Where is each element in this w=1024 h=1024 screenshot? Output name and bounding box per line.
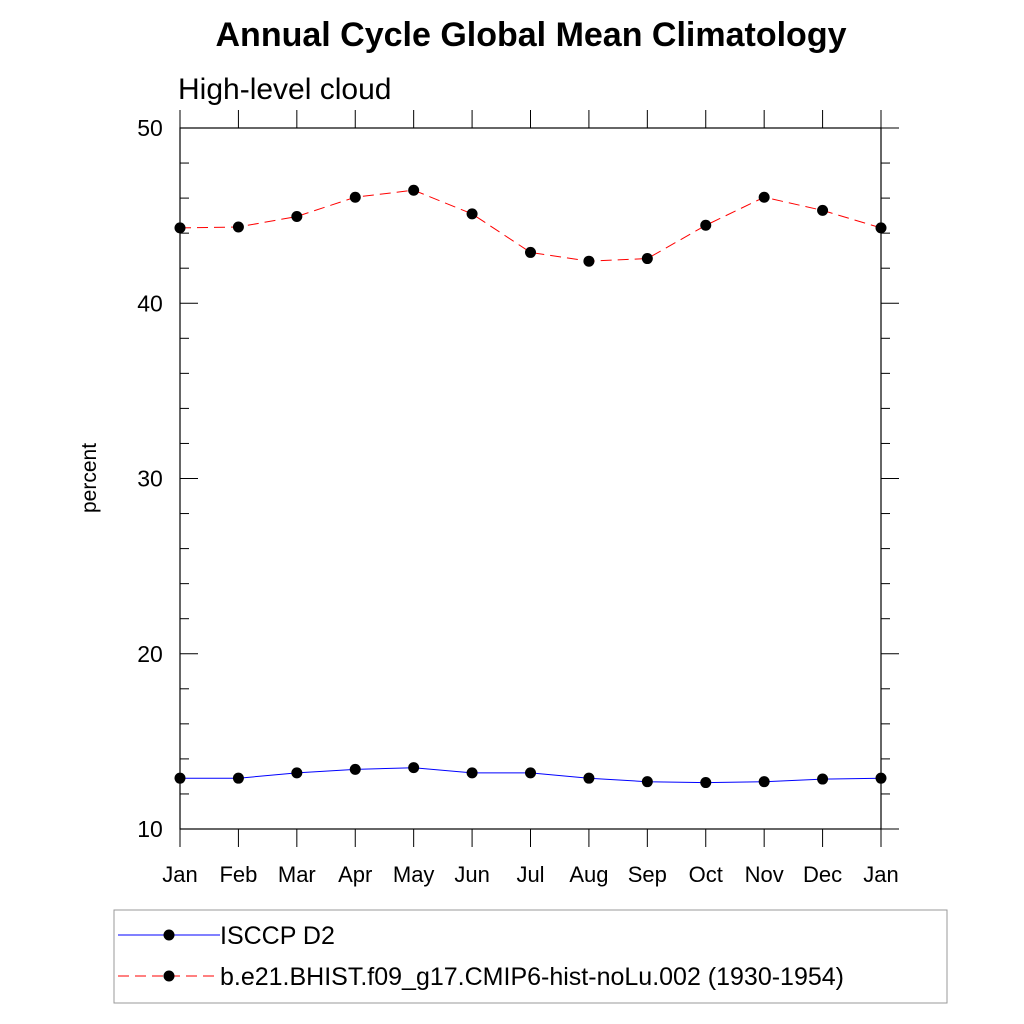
y-tick-label: 20 [137,641,163,667]
legend-marker-isccp [163,929,175,941]
x-tick-label: Nov [745,862,784,887]
legend: ISCCP D2 b.e21.BHIST.f09_g17.CMIP6-hist-… [113,909,948,1004]
series-0-point [525,767,536,779]
x-tick-label: Jul [516,862,544,887]
series-1-point [758,191,770,203]
series-1-point [700,219,712,231]
series-1-point [349,191,361,203]
series-1-point [817,204,829,216]
plot-frame [179,127,882,830]
x-tick-label: Feb [219,862,257,887]
y-tick-labels: 10 20 30 40 50 [137,115,163,842]
series-1-point [174,222,186,234]
legend-label-model: b.e21.BHIST.f09_g17.CMIP6-hist-noLu.002 … [220,963,844,991]
x-tick-label: Jan [162,862,197,887]
y-tick-label: 10 [137,816,163,842]
series-0-point [408,762,420,774]
chart-subtitle: High-level cloud [178,73,391,106]
series-0-point [758,776,770,788]
y-axis-title: percent [78,443,101,513]
legend-label-isccp: ISCCP D2 [220,922,335,950]
x-tick-labels: Jan Feb Mar Apr May Jun Jul Aug Sep Oct Nov Dec Jan [162,862,898,887]
x-tick-label: May [393,862,435,887]
x-tick-label: Dec [803,862,842,887]
series-0-point [583,772,595,784]
series-1-point [641,253,653,265]
x-tick-label: Mar [278,862,316,887]
tick-marks [179,110,899,847]
chart-title: Annual Cycle Global Mean Climatology [216,16,847,54]
x-tick-label: Jun [454,862,489,887]
series-1-point [466,208,478,220]
x-tick-label: Oct [689,862,723,887]
series-0-point [349,763,361,775]
series-0-point [641,776,653,788]
series-0-point [700,777,712,789]
series-0-point [291,767,303,779]
series-0-point [174,772,186,784]
series-1-point [583,255,595,267]
y-tick-label: 50 [137,115,163,141]
series-1-point [525,246,536,258]
series-0-point [817,773,829,785]
series-1-point [291,211,303,223]
series-0-point [875,772,887,784]
series-1-point [875,222,887,234]
y-tick-label: 40 [137,290,163,316]
x-tick-label: Jan [863,862,898,887]
series-1-point [232,221,244,233]
series-0-point [232,772,244,784]
legend-box [113,909,948,1004]
x-tick-label: Apr [338,862,372,887]
series-layer [174,184,887,789]
series-1-point [408,184,420,196]
x-tick-label: Sep [628,862,667,887]
y-tick-label: 30 [137,466,163,492]
series-0-point [466,767,478,779]
x-tick-label: Aug [569,862,608,887]
legend-marker-model [163,970,175,982]
